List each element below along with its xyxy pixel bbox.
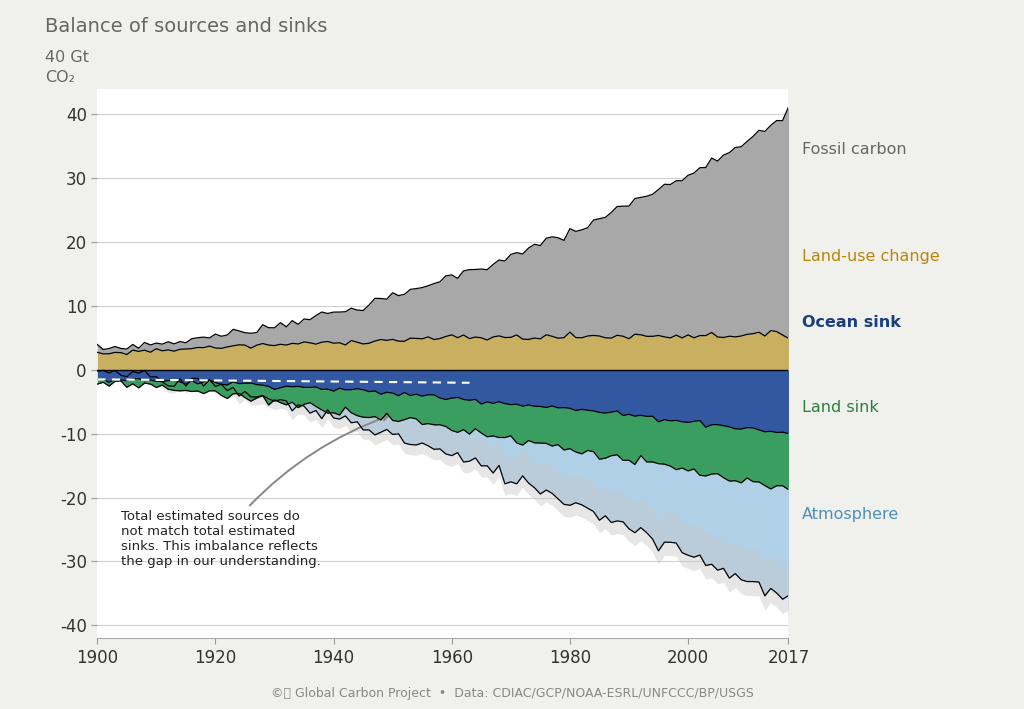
Text: Total estimated sources do
not match total estimated
sinks. This imbalance refle: Total estimated sources do not match tot… [121, 415, 388, 569]
Text: Fossil carbon: Fossil carbon [803, 142, 907, 157]
Text: 40 Gt
CO₂: 40 Gt CO₂ [45, 50, 89, 85]
Text: Balance of sources and sinks: Balance of sources and sinks [45, 17, 328, 36]
Text: Land sink: Land sink [803, 400, 879, 415]
Text: Ocean sink: Ocean sink [803, 315, 901, 330]
Text: ©ⓘ Global Carbon Project  •  Data: CDIAC/GCP/NOAA-ESRL/UNFCCC/BP/USGS: ©ⓘ Global Carbon Project • Data: CDIAC/G… [270, 687, 754, 700]
Text: Land-use change: Land-use change [803, 249, 940, 264]
Text: Atmosphere: Atmosphere [803, 507, 899, 522]
